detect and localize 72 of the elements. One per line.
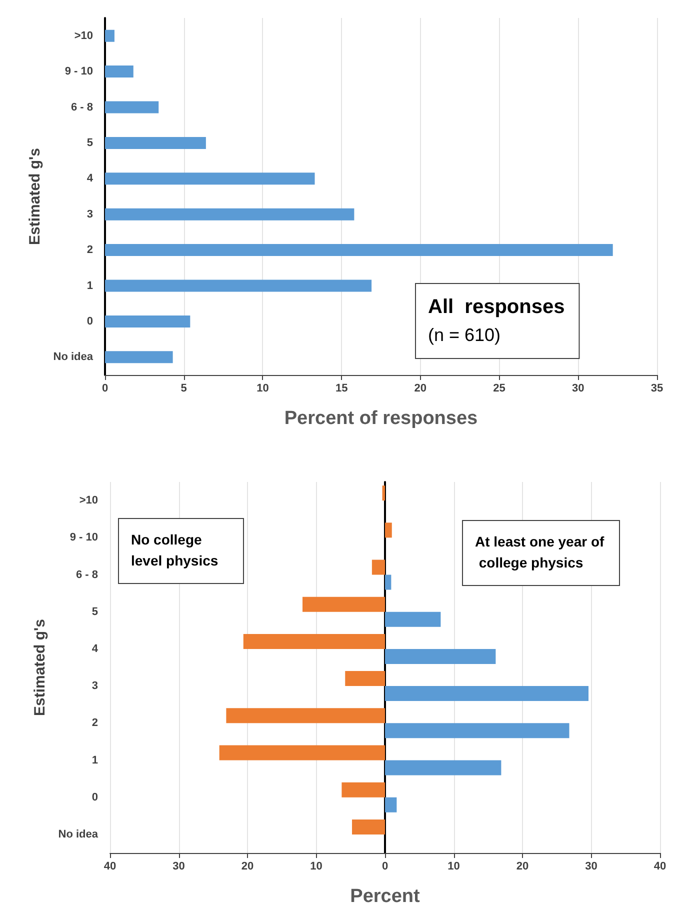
y-tick-label: >10 [79, 494, 98, 507]
y-tick-label: 2 [86, 244, 93, 256]
y-tick-label: 4 [86, 172, 94, 185]
x-tick-label: 0 [102, 382, 108, 394]
x-tick-label: 30 [172, 860, 185, 872]
bar [302, 596, 385, 612]
bar [385, 797, 397, 812]
x-tick-label: 30 [585, 860, 598, 872]
y-tick-label: 9 - 10 [64, 66, 93, 78]
bar [382, 486, 385, 501]
y-tick-label: 2 [92, 717, 98, 730]
bar [105, 351, 173, 364]
y-axis-title: Estimated g's [31, 619, 48, 716]
y-tick-label: 3 [86, 208, 93, 220]
x-tick-label: 20 [241, 860, 254, 872]
y-tick-label: 3 [92, 680, 98, 692]
bar [345, 671, 385, 686]
y-tick-label: 0 [86, 315, 93, 328]
y-tick-label: No idea [53, 351, 94, 364]
y-tick-label: 9 - 10 [70, 532, 98, 544]
annotation: All responses [428, 296, 565, 318]
annotation: No college level physics [131, 532, 218, 568]
bar [385, 574, 392, 590]
annotation: (n = 610) [428, 325, 501, 345]
x-tick-label: 25 [493, 382, 506, 394]
bar [105, 280, 372, 292]
bar [105, 30, 114, 42]
x-tick-label: 15 [335, 382, 348, 394]
bar [385, 686, 588, 702]
bar [342, 782, 385, 798]
y-tick-label: 1 [86, 280, 93, 292]
bar [219, 745, 385, 760]
x-tick-label: 20 [414, 382, 427, 394]
x-tick-label: 20 [516, 860, 529, 872]
y-tick-label: >10 [74, 30, 93, 42]
bar [105, 315, 190, 328]
y-tick-label: 6 - 8 [70, 101, 93, 114]
bar [385, 522, 392, 538]
x-tick-label: 5 [180, 382, 187, 394]
x-axis-title: Percent [350, 886, 421, 907]
bar [352, 819, 385, 834]
x-tick-label: 10 [448, 860, 460, 872]
y-tick-label: No idea [58, 828, 99, 840]
annotation: At least one year of college physics [475, 534, 604, 570]
x-tick-label: 40 [654, 860, 666, 872]
x-tick-label: 10 [256, 382, 269, 394]
bar [243, 634, 385, 649]
bar [372, 560, 385, 575]
y-tick-label: 5 [92, 606, 98, 618]
x-tick-label: 10 [310, 860, 322, 872]
x-tick-label: 0 [382, 860, 388, 872]
bar [385, 723, 570, 738]
bar [105, 66, 134, 78]
y-axis-title: Estimated g's [26, 148, 44, 245]
y-tick-label: 4 [92, 642, 99, 655]
bar [105, 136, 206, 149]
x-tick-label: 30 [572, 382, 584, 394]
x-axis-title: Percent of responses [284, 408, 478, 429]
bar [105, 244, 613, 256]
bar [385, 760, 502, 776]
y-tick-label: 1 [92, 754, 98, 766]
x-tick-label: 40 [104, 860, 116, 872]
bar [226, 708, 385, 724]
y-tick-label: 5 [86, 136, 93, 149]
y-tick-label: 0 [92, 791, 98, 804]
bar [105, 172, 315, 185]
bar [105, 208, 354, 220]
bar [385, 612, 441, 627]
bar [385, 648, 496, 664]
x-tick-label: 35 [650, 382, 664, 394]
y-tick-label: 6 - 8 [76, 568, 98, 581]
bar [105, 101, 159, 114]
